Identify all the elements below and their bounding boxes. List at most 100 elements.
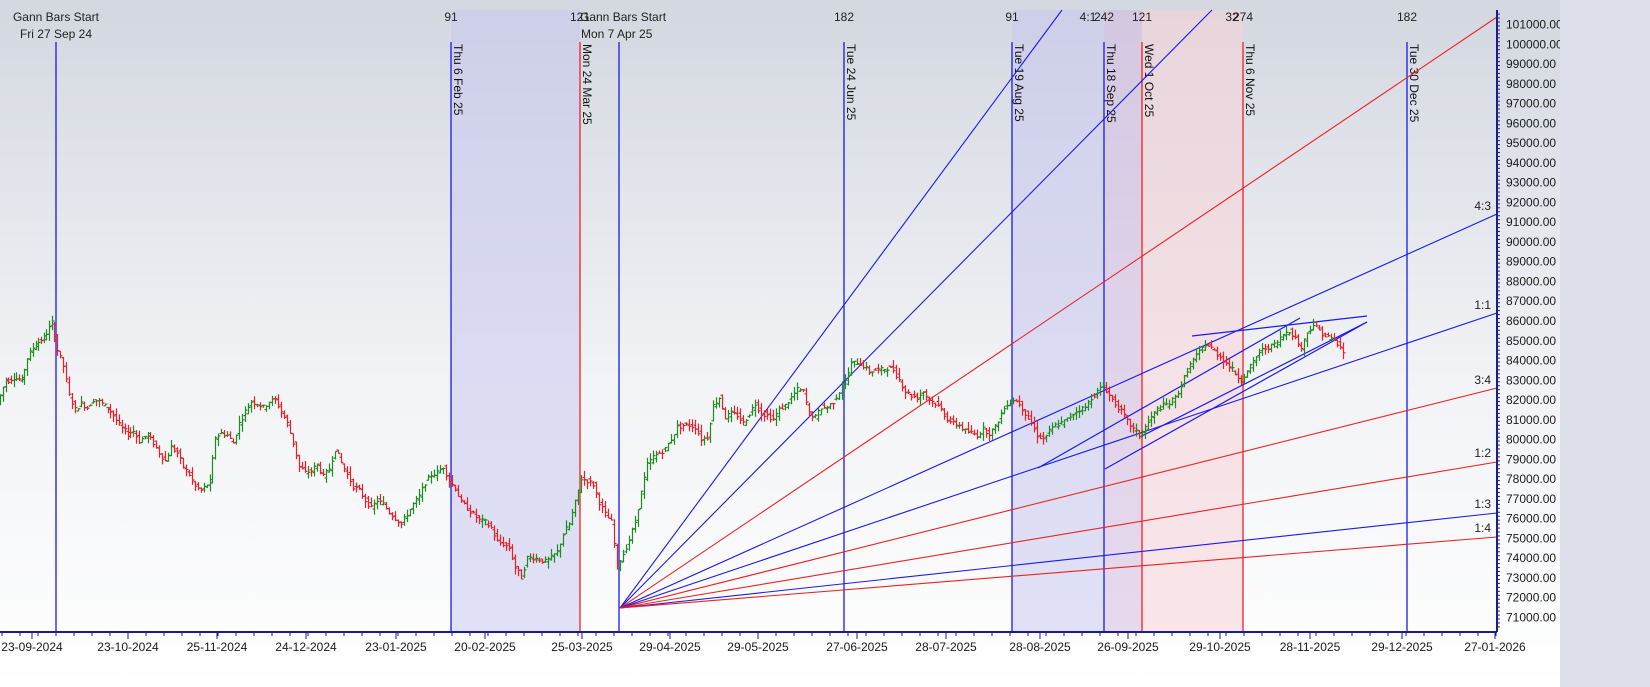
ohlc-bar-down	[1110, 394, 1115, 402]
ohlc-bar-up	[402, 514, 407, 526]
ohlc-bar-down	[684, 422, 689, 426]
price-tick-label: 77000.00	[1506, 492, 1556, 506]
price-axis[interactable]: 101000.00 100000.00 99000.00 98000.00 97000.…	[1496, 10, 1563, 632]
ohlc-bar-up	[819, 408, 824, 416]
ohlc-bar-up	[438, 464, 443, 474]
gann-fan-line-1-1[interactable]	[619, 312, 1498, 609]
date-tick-label: 29-10-2025	[1189, 640, 1251, 654]
ohlc-bar-up	[50, 315, 55, 331]
ohlc-bar-down	[1131, 422, 1136, 434]
ohlc-bar-down	[801, 388, 806, 393]
ohlc-bar-down	[151, 435, 156, 448]
gann-fan-line-4-1[interactable]	[619, 9, 1063, 609]
date-tick-label: 25-11-2024	[187, 640, 248, 654]
ohlc-bar-up	[408, 508, 413, 517]
ohlc-bar-up	[1044, 434, 1049, 443]
gann-fan-line-3-4[interactable]	[619, 387, 1498, 609]
ohlc-bar-down	[1209, 340, 1214, 349]
ohlc-bar-up	[648, 453, 653, 470]
ohlc-bar-down	[123, 423, 128, 435]
ohlc-bar-up	[795, 382, 800, 401]
ohlc-bar-down	[291, 433, 296, 448]
ohlc-bar-down	[489, 521, 494, 529]
ohlc-bar-up	[213, 436, 218, 460]
ohlc-bar-up	[1251, 357, 1256, 372]
ohlc-bar-up	[870, 371, 875, 377]
ohlc-bar-up	[996, 421, 1001, 432]
trend-line[interactable]	[1191, 315, 1368, 337]
ohlc-bar-down	[468, 504, 473, 518]
ohlc-bar-down	[184, 464, 189, 477]
ohlc-bar-down	[1320, 326, 1325, 341]
ohlc-bar-down	[17, 374, 22, 382]
price-tick-label: 75000.00	[1506, 531, 1556, 545]
ohlc-bar-up	[1161, 397, 1166, 410]
ohlc-bar-down	[942, 407, 947, 420]
ohlc-bar-down	[73, 400, 78, 414]
ohlc-bar-down	[762, 410, 767, 422]
ohlc-bar-down	[1032, 416, 1037, 433]
gann-fan-line-1-4[interactable]	[619, 536, 1498, 609]
trend-line[interactable]	[1104, 321, 1368, 470]
ohlc-bar-down	[453, 484, 458, 492]
ohlc-bar-up	[1281, 333, 1286, 341]
ohlc-bar-up	[525, 555, 530, 568]
ohlc-bar-up	[1068, 412, 1073, 421]
ohlc-bar-up	[576, 489, 581, 505]
ohlc-bar-down	[603, 500, 608, 518]
ohlc-bar-down	[258, 402, 263, 411]
ohlc-bar-down	[504, 542, 509, 552]
ohlc-bar-down	[732, 405, 737, 415]
right-panel-edge	[1560, 0, 1650, 687]
ohlc-bar-down	[1092, 393, 1097, 399]
trend-line[interactable]	[1037, 317, 1301, 469]
ohlc-bar-up	[813, 413, 818, 419]
cycle-count-label: 121	[570, 10, 590, 24]
price-tick-label: 99000.00	[1506, 57, 1556, 71]
ohlc-bar-up	[825, 405, 830, 414]
ohlc-bar-up	[1170, 397, 1175, 406]
ohlc-bar-up	[1155, 406, 1160, 416]
ohlc-bar-down	[345, 466, 350, 480]
ohlc-bar-down	[1335, 339, 1340, 348]
ohlc-bar-down	[399, 521, 404, 529]
price-tick-label: 92000.00	[1506, 195, 1556, 209]
ohlc-bar-down	[134, 430, 139, 444]
date-tick-label: 29-04-2025	[639, 640, 701, 654]
gann-fan-line-4-3[interactable]	[619, 213, 1498, 609]
ohlc-bar-down	[285, 414, 290, 428]
ohlc-bar-down	[537, 557, 542, 563]
ohlc-bar-up	[708, 422, 713, 443]
ohlc-bar-down	[540, 558, 545, 564]
ohlc-bar-down	[930, 396, 935, 408]
cycle-count-label: 274	[1233, 10, 1253, 24]
ohlc-bar-up	[1272, 339, 1277, 348]
ohlc-bar-down	[447, 472, 452, 488]
gann-fan-line-3-1[interactable]	[619, 9, 1213, 609]
gann-fan-line-1-2[interactable]	[619, 461, 1498, 609]
ohlc-bar-up	[28, 347, 33, 361]
gann-fan-line-2-1[interactable]	[619, 16, 1498, 609]
ohlc-bar-down	[193, 480, 198, 492]
ohlc-bar-down	[924, 389, 929, 401]
ohlc-bar-down	[351, 478, 356, 492]
ohlc-bar-down	[906, 389, 911, 395]
ohlc-bar-down	[172, 444, 177, 453]
date-axis[interactable]: 23-09-2024 23-10-2024 25-11-2024 24-12-2024…	[0, 631, 1526, 654]
ohlc-bar-down	[501, 536, 506, 548]
ohlc-bar-down	[984, 427, 989, 438]
price-tick-label: 94000.00	[1506, 156, 1556, 170]
ohlc-bar-down	[1266, 344, 1271, 354]
trend-line[interactable]	[1139, 321, 1368, 438]
gann-fan-line-1-3[interactable]	[619, 512, 1498, 609]
date-tick-label: 25-03-2025	[551, 640, 613, 654]
ohlc-bar-up	[999, 409, 1004, 425]
ohlc-bar-up	[747, 414, 752, 418]
ohlc-bar-up	[1173, 394, 1178, 409]
ohlc-bar-down	[1122, 404, 1127, 418]
ohlc-bar-up	[1158, 404, 1163, 412]
ohlc-bar-down	[909, 393, 914, 401]
ohlc-bar-up	[1305, 332, 1310, 348]
ohlc-bar-up	[1056, 419, 1061, 430]
